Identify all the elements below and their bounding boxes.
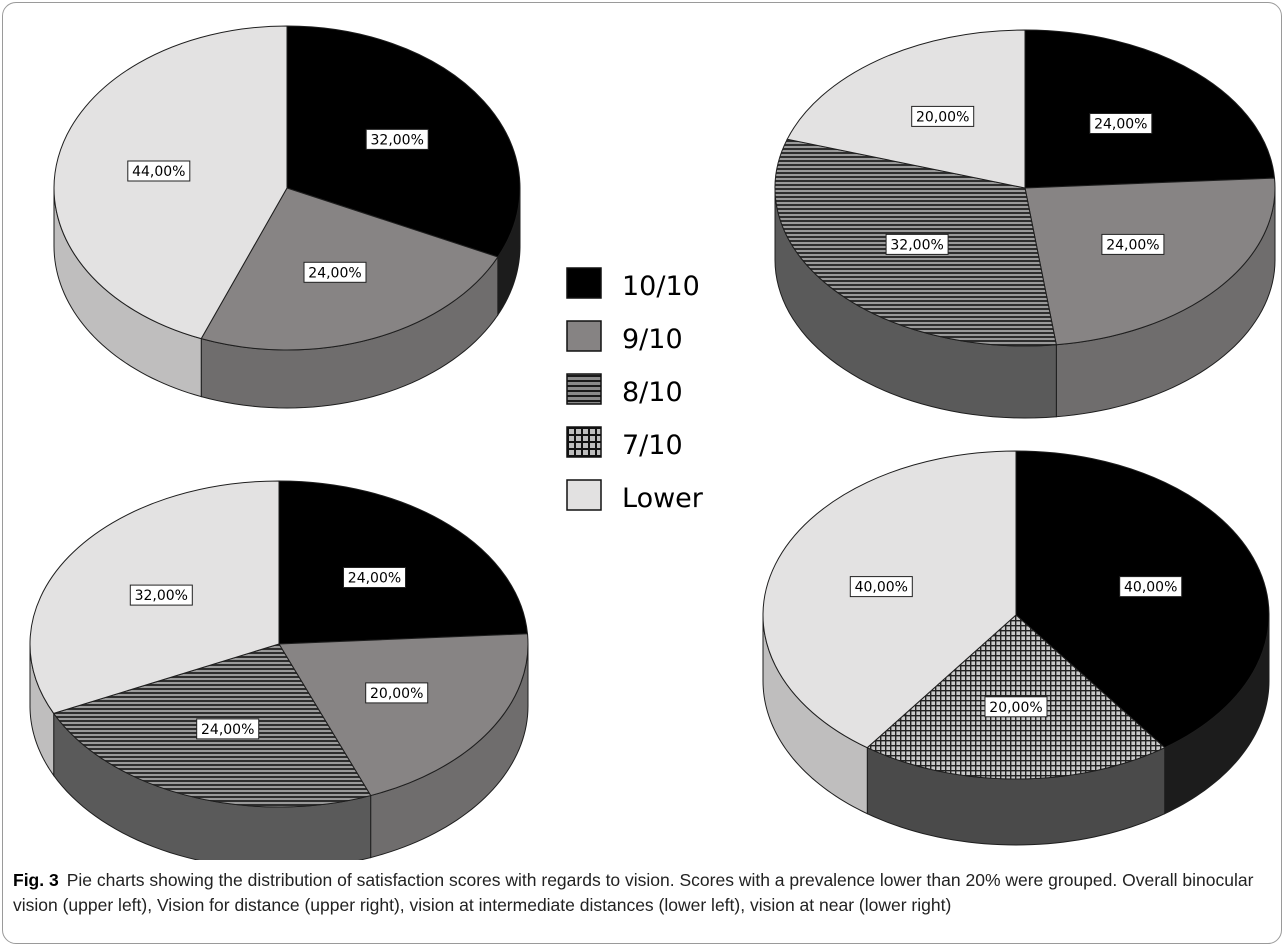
data-label-10-10: 24,00% [1094,117,1147,133]
legend-item-lower: Lower [566,479,704,514]
data-label-box [365,682,429,704]
pie-slices [774,29,1276,347]
legend: 10/10 9/10 8/10 7/10 Lower [566,267,704,514]
pie-lower-right: 40,00% 20,00% 40,00% [762,450,1270,846]
data-label-lower: 20,00% [916,109,969,125]
pie-upper-right: 24,00% 24,00% 32,00% 20,00% [774,29,1276,419]
pie-slices [762,450,1270,780]
data-label-box [984,696,1048,718]
legend-swatch [566,426,602,458]
legend-swatch [566,373,602,405]
figure-label: Fig. 3 [13,870,59,890]
pie-data-labels: 24,00% 20,00% 24,00% 32,00% [129,567,429,740]
pie-lower-left: 24,00% 20,00% 24,00% 32,00% [29,480,529,860]
pie-data-labels: 32,00% 24,00% 44,00% [127,128,429,283]
pie-slice-10-10 [1015,450,1270,749]
legend-swatch [566,267,602,299]
data-label-lower: 40,00% [855,580,908,596]
pie-slice-9-10 [278,633,529,797]
data-label-7-10: 20,00% [989,700,1042,716]
pie-slice-10-10 [278,480,529,645]
data-label-box [849,576,913,598]
pie-slice-lower [786,29,1026,189]
legend-swatch [566,320,602,352]
pie-slices [53,25,521,351]
data-label-8-10: 24,00% [201,722,254,738]
caption-text: Pie charts showing the distribution of s… [13,870,1254,915]
data-label-9-10: 24,00% [1106,237,1159,253]
data-label-box [1101,233,1165,255]
legend-label: 10/10 [622,271,700,302]
figure-caption: Fig. 3 Pie charts showing the distributio… [13,868,1275,918]
data-label-10-10: 24,00% [348,571,401,587]
data-label-10-10: 32,00% [371,132,424,148]
legend-label: Lower [622,483,704,514]
data-label-box [129,584,193,606]
legend-item-10-10: 10/10 [566,267,700,302]
pie-data-labels: 24,00% 24,00% 32,00% 20,00% [885,105,1165,255]
legend-item-8-10: 8/10 [566,373,683,408]
legend-label: 9/10 [622,324,683,355]
pie-slice-lower [762,450,1017,749]
data-label-box [1119,576,1183,598]
pie-charts-figure: 32,00% 24,00% 44,00% 24,00% 24,00% 32,00% 20,0… [29,25,1276,860]
legend-label: 8/10 [622,377,683,408]
pies-layer: 32,00% 24,00% 44,00% 24,00% 24,00% 32,00% 20,0… [29,25,1276,860]
pie-slice-9-10 [1024,177,1276,346]
legend-item-9-10: 9/10 [566,320,683,355]
data-label-box [196,718,260,740]
legend-label: 7/10 [622,430,683,461]
data-label-9-10: 20,00% [370,686,423,702]
data-label-box [303,261,367,283]
pie-data-labels: 40,00% 20,00% 40,00% [849,576,1183,718]
data-label-box [885,233,949,255]
data-label-lower: 32,00% [135,588,188,604]
data-label-10-10: 40,00% [1124,580,1177,596]
pie-slice-10-10 [1024,29,1276,189]
legend-swatch [566,479,602,511]
data-label-box [343,567,406,588]
data-label-lower: 44,00% [132,164,185,180]
pie-slices [29,480,529,808]
pie-upper-left: 32,00% 24,00% 44,00% [53,25,521,409]
data-label-box [1089,113,1153,134]
data-label-box [365,128,429,150]
data-label-box [127,160,191,182]
data-label-box [911,105,975,127]
data-label-9-10: 24,00% [308,265,361,281]
pie-slice-lower [53,25,288,340]
legend-item-7-10: 7/10 [566,426,683,461]
data-label-8-10: 32,00% [890,237,943,253]
